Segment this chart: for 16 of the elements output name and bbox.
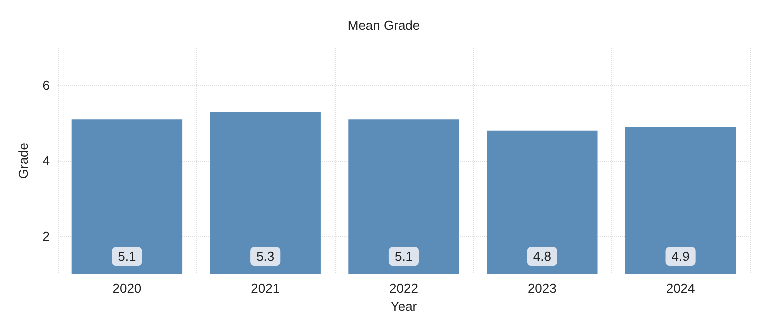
- x-axis-title: Year: [390, 299, 418, 314]
- data-label: 4.9: [672, 249, 690, 264]
- data-label: 5.1: [118, 249, 136, 264]
- data-label: 4.8: [533, 249, 552, 264]
- x-tick-label: 2021: [251, 281, 280, 296]
- x-tick-label: 2020: [112, 281, 142, 296]
- y-axis-title: Grade: [16, 142, 31, 180]
- y-tick-label: 4: [42, 154, 50, 169]
- x-tick-label: 2022: [390, 281, 418, 296]
- x-tick-label: 2023: [528, 281, 557, 296]
- x-tick-label: 2024: [666, 281, 696, 296]
- data-label: 5.3: [256, 249, 275, 264]
- chart-title: Mean Grade: [348, 18, 420, 33]
- data-label: 5.1: [394, 249, 414, 264]
- y-tick-label: 2: [42, 228, 50, 244]
- y-tick-label: 6: [42, 78, 50, 94]
